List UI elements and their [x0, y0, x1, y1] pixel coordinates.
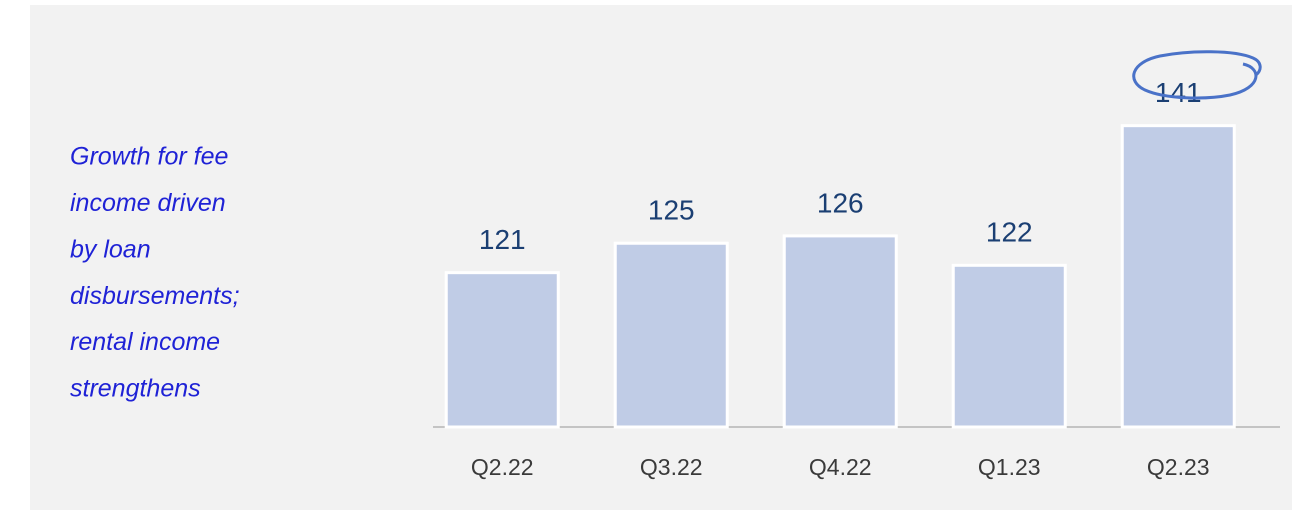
- value-label: 126: [817, 187, 864, 218]
- x-tick-label: Q4.22: [809, 454, 872, 480]
- bar: [1120, 124, 1236, 429]
- annotation-line: rental income: [70, 328, 220, 356]
- annotation-line: income driven: [70, 189, 226, 217]
- x-tick-label: Q3.22: [640, 454, 703, 480]
- bar: [782, 234, 898, 429]
- x-tick-label: Q1.23: [978, 454, 1041, 480]
- annotation-line: disbursements;: [70, 282, 240, 310]
- annotation: Growth for fee income driven by loan disbur…: [70, 143, 240, 403]
- x-tick-label: Q2.22: [471, 454, 534, 480]
- value-label: 141: [1155, 77, 1202, 108]
- bar: [951, 263, 1067, 429]
- value-label: 125: [648, 195, 695, 226]
- value-label: 121: [479, 224, 526, 255]
- annotation-line: Growth for fee: [70, 143, 228, 171]
- highlight-circle: [1132, 50, 1262, 100]
- annotation-line: by loan: [70, 235, 151, 263]
- annotation-line: strengthens: [70, 375, 201, 403]
- x-tick-label: Q2.23: [1147, 454, 1210, 480]
- bar: [613, 241, 729, 429]
- value-label: 122: [986, 217, 1033, 248]
- bar: [444, 271, 560, 429]
